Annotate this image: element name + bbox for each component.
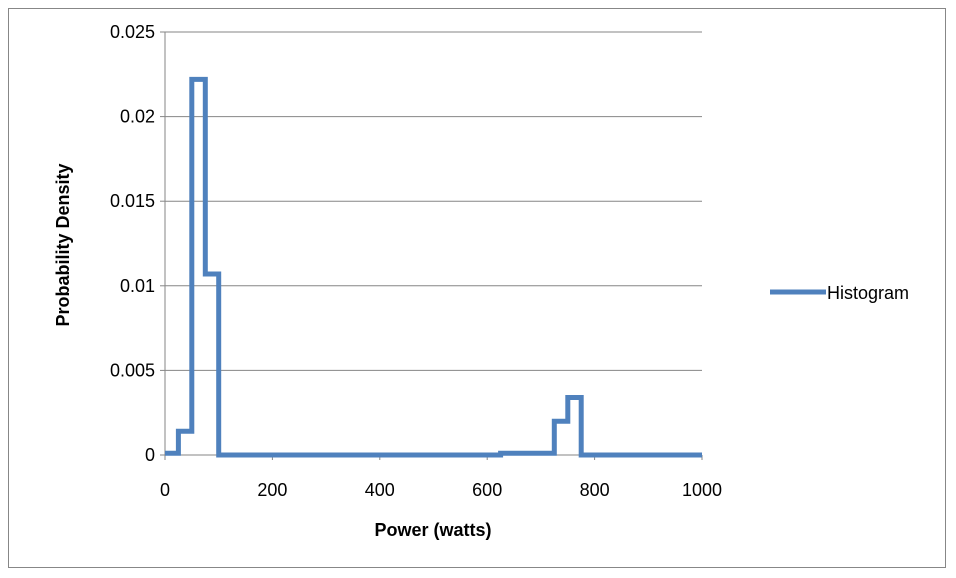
series-layer — [165, 76, 702, 458]
x-tick-label-1: 200 — [257, 480, 287, 500]
x-tick-label-2: 400 — [365, 480, 395, 500]
legend: Histogram — [770, 283, 909, 303]
chart-frame — [8, 8, 946, 568]
x-tick-label-0: 0 — [160, 480, 170, 500]
y-axis-title: Probability Density — [53, 163, 73, 326]
y-tick-label-2: 0.01 — [120, 276, 155, 296]
axes — [160, 31, 703, 460]
y-tick-label-3: 0.015 — [110, 191, 155, 211]
x-tick-label-4: 800 — [580, 480, 610, 500]
series-line-0 — [165, 76, 702, 458]
y-tick-label-1: 0.005 — [110, 360, 155, 380]
x-tick-label-3: 600 — [472, 480, 502, 500]
x-axis-title: Power (watts) — [374, 520, 491, 540]
y-tick-labels: 0 0.005 0.01 0.015 0.02 0.025 — [110, 22, 155, 465]
legend-label-histogram: Histogram — [827, 283, 909, 303]
y-tick-label-4: 0.02 — [120, 107, 155, 127]
x-tick-labels: 0 200 400 600 800 1000 — [160, 480, 722, 500]
gridlines — [165, 31, 702, 371]
y-tick-label-0: 0 — [145, 445, 155, 465]
x-tick-label-5: 1000 — [682, 480, 722, 500]
y-tick-label-5: 0.025 — [110, 22, 155, 42]
